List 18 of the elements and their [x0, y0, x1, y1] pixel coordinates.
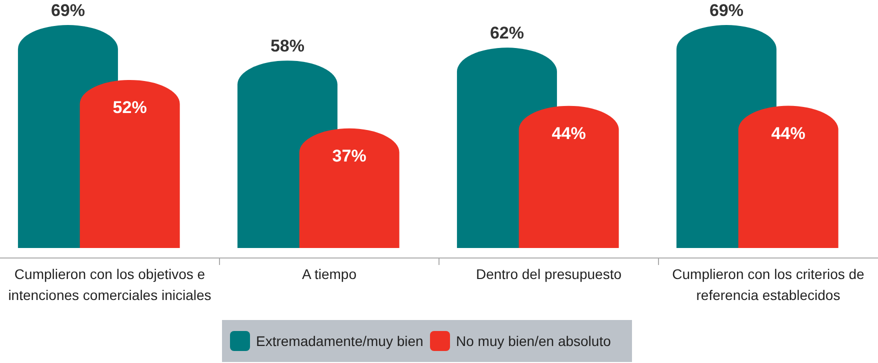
data-label: 44%: [552, 124, 586, 143]
data-label: 37%: [332, 146, 366, 166]
x-tick-label: A tiempo: [302, 266, 357, 282]
legend-label: No muy bien/en absoluto: [456, 333, 612, 349]
x-tick-label: Cumplieron con los objetivos e intenciones comerciales iniciales: [8, 266, 212, 303]
data-label: 44%: [771, 124, 806, 143]
data-label: 58%: [270, 36, 304, 56]
bar: [80, 80, 180, 248]
data-label: 69%: [709, 1, 744, 20]
x-tick-label: Dentro del presupuesto: [476, 266, 622, 282]
x-tick-label: Cumplieron con los criterios de referencia establecidos: [672, 266, 865, 303]
bar: [299, 128, 400, 248]
data-label: 52%: [112, 98, 147, 117]
bar: [738, 106, 838, 248]
data-label: 62%: [490, 24, 524, 43]
bar: [518, 106, 619, 248]
legend-label: Extremadamente/muy bien: [256, 333, 424, 349]
data-label: 69%: [50, 1, 85, 20]
